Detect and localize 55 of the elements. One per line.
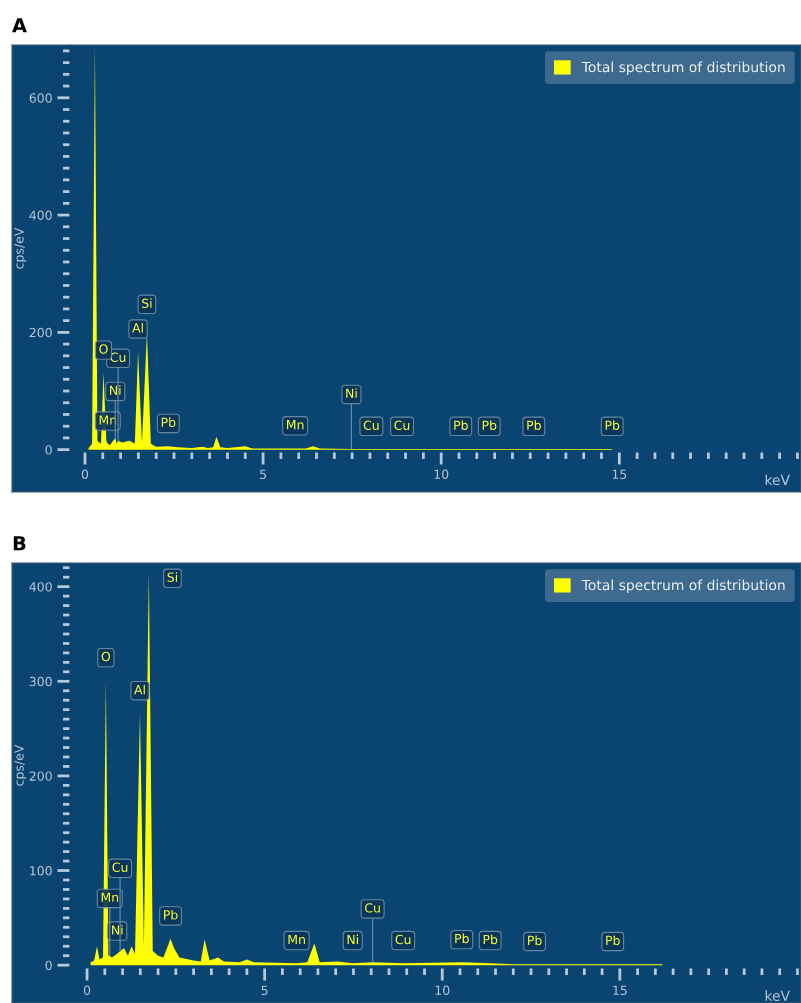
annotation: Ni [346, 388, 357, 398]
annotation: O [101, 651, 111, 662]
annotation: Ni [112, 925, 123, 935]
legend-label: Total spectrum of distribution [581, 61, 785, 75]
annotation: O [99, 344, 108, 354]
annotation: Cu [110, 352, 126, 362]
annotation: Cu [395, 934, 411, 945]
x-tick-label: 15 [613, 985, 627, 996]
x-tick-label: 15 [612, 469, 627, 480]
annotation: Pb [161, 417, 176, 428]
annotation: Si [167, 572, 177, 582]
x-tick-label: 10 [434, 469, 449, 480]
annotation: Pb [454, 420, 468, 430]
annotation: Pb [528, 935, 542, 946]
y-axis-title: cps/eV [14, 744, 27, 786]
annotation: Al [132, 322, 143, 333]
y-tick-label: 0 [45, 445, 52, 455]
y-axis-title: cps/eV [14, 227, 27, 269]
chart-title: B [13, 536, 26, 551]
x-axis-title: keV [765, 474, 790, 486]
x-tick-label: 10 [435, 985, 450, 996]
y-tick-label: 100 [30, 866, 52, 876]
annotation: Ni [347, 934, 358, 944]
y-tick-label: 400 [29, 582, 52, 592]
annotation: Pb [455, 933, 469, 944]
chart-title: A [12, 18, 27, 33]
annotation: Mn [99, 415, 117, 425]
y-tick-label: 0 [45, 960, 52, 971]
annotation: Pb [527, 420, 541, 430]
annotation: Pb [164, 909, 178, 920]
annotation: Pb [482, 420, 497, 430]
x-tick-label: 5 [261, 985, 268, 996]
annotation: Pb [483, 934, 498, 945]
annotation: Cu [365, 903, 380, 913]
annotation: Pb [606, 935, 620, 946]
annotation: Cu [112, 862, 128, 872]
y-tick-label: 200 [29, 327, 52, 338]
annotation: Ni [110, 385, 121, 395]
annotation: Mn [287, 420, 304, 430]
annotation: Mn [101, 892, 119, 902]
annotation: Cu [394, 420, 410, 430]
annotation: Pb [605, 420, 620, 430]
annotation: Cu [363, 420, 379, 430]
annotation: Mn [288, 934, 305, 944]
annotation: Al [134, 684, 145, 695]
y-tick-label: 300 [29, 676, 52, 687]
y-tick-label: 400 [29, 210, 52, 220]
x-tick-label: 0 [81, 469, 89, 480]
x-tick-label: 5 [260, 469, 266, 480]
x-axis-title: keV [765, 990, 790, 1002]
y-tick-label: 600 [29, 93, 52, 103]
annotation: Si [142, 298, 152, 308]
legend-label: Total spectrum of distribution [581, 579, 785, 593]
x-tick-label: 0 [83, 985, 91, 996]
y-tick-label: 200 [29, 771, 52, 781]
